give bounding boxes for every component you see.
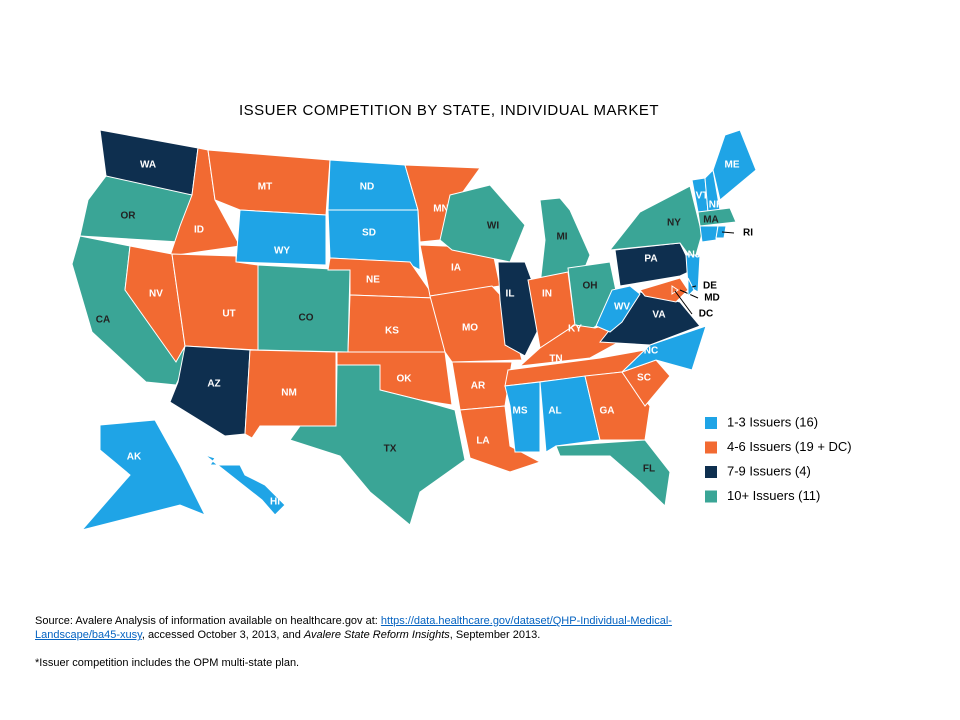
state-label: WY bbox=[274, 246, 290, 257]
legend-label: 1-3 Issuers (16) bbox=[727, 414, 818, 429]
state-label: NH bbox=[709, 200, 723, 211]
source-text: , accessed October 3, 2013, and bbox=[141, 629, 304, 641]
state-label: MT bbox=[258, 182, 272, 193]
source-text: , September 2013. bbox=[449, 629, 541, 641]
source-text: Source: Avalere Analysis of information … bbox=[35, 615, 381, 627]
state-label: ND bbox=[360, 182, 374, 193]
state-label: AR bbox=[471, 381, 486, 392]
state-label: VT bbox=[696, 191, 709, 202]
state-shape bbox=[429, 285, 523, 363]
state-shape bbox=[595, 285, 641, 333]
state-label: DC bbox=[699, 309, 713, 320]
state-shape bbox=[459, 405, 542, 473]
state-label: OH bbox=[583, 281, 598, 292]
state-label: WI bbox=[487, 221, 499, 232]
source-link[interactable]: https://data.healthcare.gov/dataset/QHP-… bbox=[35, 615, 672, 641]
source-note: Source: Avalere Analysis of information … bbox=[35, 614, 755, 642]
legend-swatch bbox=[705, 490, 717, 503]
callout-line bbox=[674, 290, 693, 315]
state-shape bbox=[289, 364, 466, 526]
state-label: KS bbox=[385, 326, 399, 337]
state-shape bbox=[79, 175, 193, 243]
state-label: WA bbox=[140, 160, 156, 171]
state-label: RI bbox=[743, 228, 753, 239]
map-title: ISSUER COMPETITION BY STATE, INDIVIDUAL … bbox=[239, 102, 659, 119]
state-label: CO bbox=[299, 313, 314, 324]
state-label: VA bbox=[652, 310, 665, 321]
state-label: IL bbox=[506, 289, 515, 300]
state-shape bbox=[169, 345, 251, 437]
state-shape bbox=[347, 294, 446, 353]
state-label: MA bbox=[703, 215, 719, 226]
state-label: ME bbox=[725, 160, 740, 171]
state-label: WV bbox=[614, 302, 630, 313]
state-label: FL bbox=[643, 464, 655, 475]
state-label: TX bbox=[384, 444, 397, 455]
state-shape bbox=[171, 253, 259, 351]
state-label: OK bbox=[397, 374, 413, 385]
state-label: MD bbox=[704, 293, 720, 304]
state-label: CA bbox=[96, 315, 110, 326]
state-label: OR bbox=[121, 211, 137, 222]
state-label: PA bbox=[644, 254, 657, 265]
legend-label: 4-6 Issuers (19 + DC) bbox=[727, 439, 852, 454]
state-shape bbox=[235, 209, 327, 266]
state-shape bbox=[539, 375, 601, 453]
state-label: NC bbox=[644, 346, 658, 357]
state-label: SD bbox=[362, 228, 376, 239]
legend-swatch bbox=[705, 441, 717, 454]
footnote: *Issuer competition includes the OPM mul… bbox=[35, 657, 300, 669]
state-shape bbox=[639, 277, 689, 303]
state-label: LA bbox=[476, 436, 489, 447]
state-label: GA bbox=[600, 406, 615, 417]
state-shape bbox=[697, 207, 737, 227]
callout-line bbox=[691, 285, 697, 288]
state-label: AL bbox=[548, 406, 561, 417]
state-label: AK bbox=[127, 452, 142, 463]
state-shape bbox=[504, 381, 541, 453]
state-label: TN bbox=[549, 354, 562, 365]
state-shape bbox=[621, 325, 707, 373]
state-label: IN bbox=[542, 289, 552, 300]
state-label: NY bbox=[667, 218, 681, 229]
callout-line bbox=[721, 231, 735, 234]
state-shape bbox=[80, 419, 207, 531]
legend-swatch bbox=[705, 466, 717, 478]
legend-label: 10+ Issuers (11) bbox=[727, 488, 820, 503]
state-label: DE bbox=[703, 281, 717, 292]
state-label: NE bbox=[366, 275, 380, 286]
state-shape bbox=[439, 184, 526, 263]
state-label: MN bbox=[433, 204, 449, 215]
state-label: SC bbox=[637, 373, 651, 384]
state-label: HI bbox=[270, 497, 280, 508]
state-shape bbox=[555, 439, 671, 508]
state-shape bbox=[699, 225, 719, 243]
state-shape bbox=[124, 245, 186, 363]
state-shape bbox=[257, 264, 351, 353]
state-label: UT bbox=[222, 309, 235, 320]
state-label: IA bbox=[451, 263, 461, 274]
state-shape bbox=[671, 285, 679, 295]
state-label: MI bbox=[556, 232, 567, 243]
state-label: AZ bbox=[207, 379, 220, 390]
legend-label: 7-9 Issuers (4) bbox=[727, 463, 811, 478]
state-label: KY bbox=[568, 324, 582, 335]
state-label: ID bbox=[194, 225, 204, 236]
state-label: MS bbox=[513, 406, 528, 417]
state-shape bbox=[715, 225, 727, 239]
state-shape bbox=[712, 129, 757, 201]
state-label: NJ bbox=[688, 250, 701, 261]
state-shape bbox=[244, 349, 337, 439]
state-label: NM bbox=[281, 388, 297, 399]
legend-swatch bbox=[705, 417, 717, 429]
state-label: NV bbox=[149, 289, 163, 300]
map: ISSUER COMPETITION BY STATE, INDIVIDUAL … bbox=[71, 102, 852, 531]
state-shape bbox=[204, 454, 286, 516]
source-publication: Avalere State Reform Insights bbox=[303, 629, 450, 641]
state-label: MO bbox=[462, 323, 478, 334]
state-shape bbox=[687, 277, 695, 298]
